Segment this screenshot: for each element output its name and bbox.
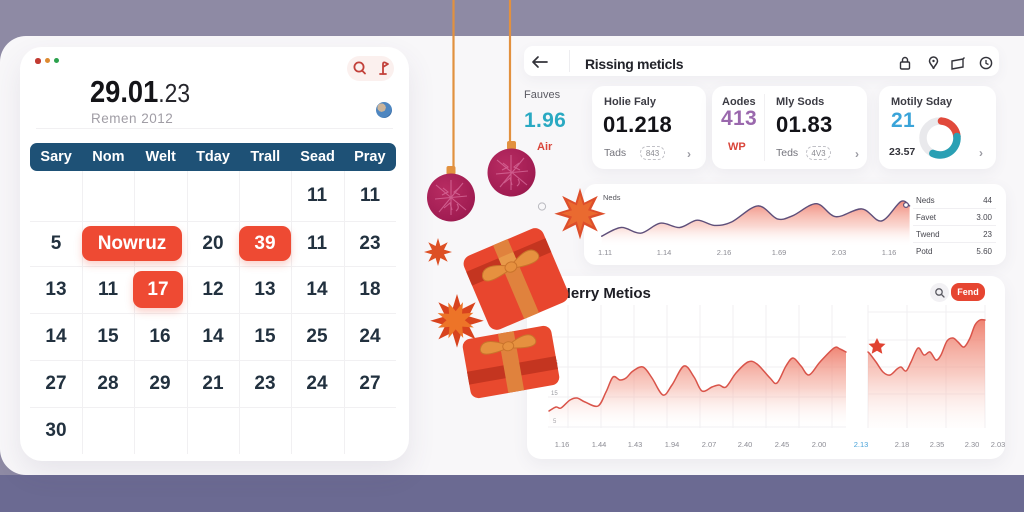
- svg-text:1.16: 1.16: [555, 440, 570, 449]
- svg-text:1.14: 1.14: [657, 248, 672, 257]
- svg-text:2.18: 2.18: [895, 440, 910, 449]
- svg-text:1.94: 1.94: [665, 440, 680, 449]
- svg-text:1.44: 1.44: [592, 440, 607, 449]
- svg-text:1.69: 1.69: [772, 248, 787, 257]
- svg-text:Favet: Favet: [916, 213, 937, 222]
- svg-text:2.45: 2.45: [775, 440, 790, 449]
- svg-text:Twend: Twend: [916, 230, 940, 239]
- svg-text:Potd: Potd: [916, 247, 932, 256]
- svg-text:1.16: 1.16: [882, 248, 897, 257]
- svg-text:5.60: 5.60: [976, 247, 992, 256]
- svg-text:1.43: 1.43: [628, 440, 643, 449]
- svg-text:3.00: 3.00: [976, 213, 992, 222]
- svg-text:2.00: 2.00: [812, 440, 827, 449]
- svg-text:1.11: 1.11: [598, 248, 612, 257]
- svg-text:2.35: 2.35: [930, 440, 945, 449]
- svg-text:23: 23: [983, 230, 992, 239]
- svg-text:2.03: 2.03: [991, 440, 1006, 449]
- svg-text:2.13: 2.13: [854, 440, 869, 449]
- svg-text:45: 45: [551, 361, 558, 367]
- svg-text:Neds: Neds: [916, 196, 935, 205]
- svg-text:2.07: 2.07: [702, 440, 717, 449]
- svg-text:44: 44: [983, 196, 992, 205]
- svg-text:2.16: 2.16: [717, 248, 732, 257]
- svg-text:2.40: 2.40: [738, 440, 753, 449]
- svg-text:15: 15: [551, 391, 558, 397]
- svg-text:2.03: 2.03: [832, 248, 847, 257]
- svg-text:2.30: 2.30: [965, 440, 980, 449]
